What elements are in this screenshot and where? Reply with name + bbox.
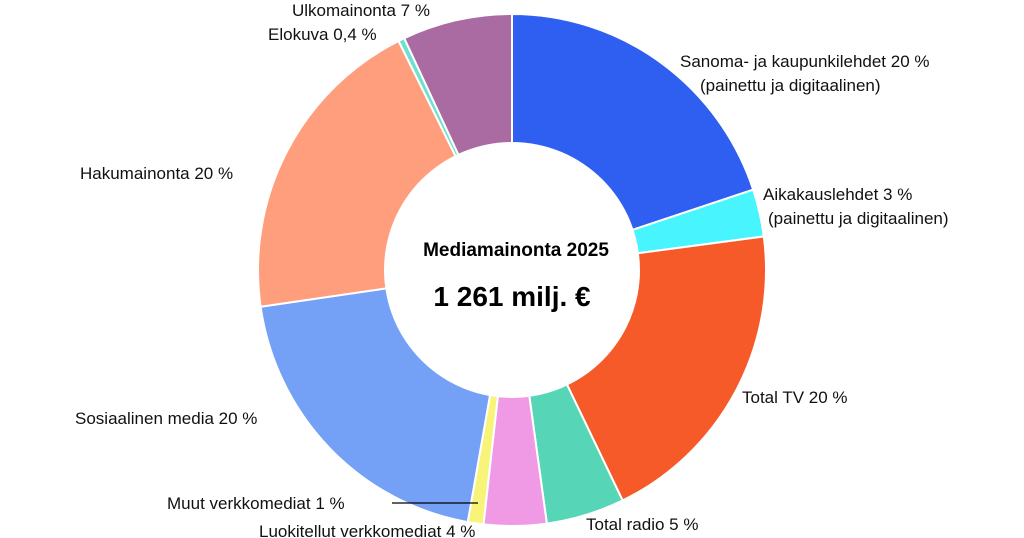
label-sanoma: Sanoma- ja kaupunkilehdet 20 % — [680, 52, 930, 71]
label-muut: Muut verkkomediat 1 % — [167, 494, 345, 513]
label-radio: Total radio 5 % — [586, 515, 698, 534]
label-tv: Total TV 20 % — [742, 388, 848, 407]
label-some: Sosiaalinen media 20 % — [75, 409, 257, 428]
label-ulko: Ulkomainonta 7 % — [292, 1, 430, 20]
center-title: Mediamainonta 2025 — [423, 240, 609, 261]
label-luokitellut: Luokitellut verkkomediat 4 % — [259, 522, 475, 538]
label-aikakaus: Aikakauslehdet 3 % — [763, 185, 912, 204]
slice-labels: Sanoma- ja kaupunkilehdet 20 % (painettu… — [75, 1, 949, 538]
label-haku: Hakumainonta 20 % — [80, 164, 233, 183]
label-sanoma-sub: (painettu ja digitaalinen) — [700, 76, 881, 95]
label-aikakaus-sub: (painettu ja digitaalinen) — [768, 209, 949, 228]
center-value: 1 261 milj. € — [433, 281, 591, 312]
donut-hole — [384, 142, 640, 398]
label-elokuva: Elokuva 0,4 % — [268, 25, 377, 44]
